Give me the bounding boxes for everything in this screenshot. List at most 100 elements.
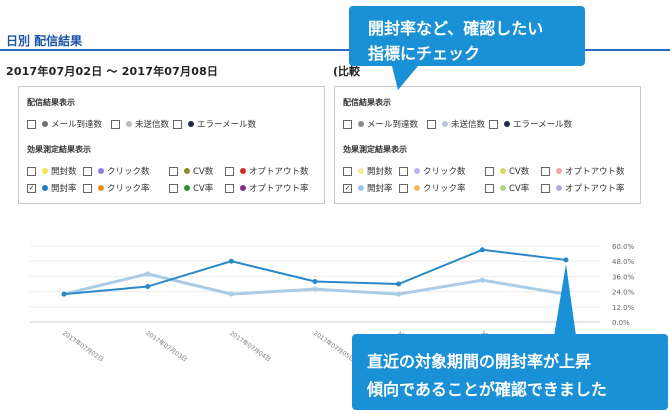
series-color-dot	[184, 185, 190, 191]
option-label: オプトアウト率	[249, 184, 309, 194]
option-label: エラーメール数	[513, 120, 573, 130]
option-checkbox[interactable]	[83, 183, 92, 193]
data-point[interactable]	[145, 284, 151, 290]
left-options-panel: 配信結果表示 メール到達数 未送信数 エラーメール数 効果測定結果表示 開封数 クリッ…	[18, 86, 325, 204]
delivery-header: 配信結果表示	[27, 98, 75, 107]
data-point[interactable]	[563, 257, 569, 263]
option-checkbox[interactable]	[169, 166, 178, 176]
series-color-dot	[358, 185, 364, 191]
series-color-dot	[358, 121, 364, 127]
effect-header: 効果測定結果表示	[343, 145, 407, 154]
series-color-dot	[500, 185, 506, 191]
option-3[interactable]: CV数	[485, 165, 529, 177]
option-checkbox[interactable]	[169, 183, 178, 193]
option-checkbox[interactable]	[489, 119, 498, 129]
option-3[interactable]: CV率	[169, 182, 213, 194]
data-point[interactable]	[396, 281, 402, 287]
bottom-callout: 直近の対象期間の開封率が上昇 傾向であることが確認できました	[352, 334, 668, 410]
y-tick-label: 12.0%	[612, 304, 635, 312]
series-color-dot	[240, 168, 246, 174]
option-label: 未送信数	[451, 120, 486, 130]
option-checkbox[interactable]	[399, 166, 408, 176]
option-2[interactable]: 未送信数	[427, 118, 485, 130]
option-checkbox[interactable]	[485, 183, 494, 193]
effect-header: 効果測定結果表示	[27, 145, 91, 154]
series-color-dot	[240, 185, 246, 191]
series-color-dot	[42, 168, 48, 174]
data-point[interactable]	[312, 286, 318, 292]
option-checkbox[interactable]	[343, 166, 352, 176]
x-tick-label: 2017年07月02日	[61, 329, 105, 363]
compare-label: (比較	[333, 65, 361, 78]
option-label: CV率	[509, 184, 530, 194]
option-label: CV数	[509, 167, 530, 177]
x-tick-label: 2017年07月03日	[145, 329, 189, 363]
option-2[interactable]: 未送信数	[111, 118, 169, 130]
option-1[interactable]: ✓ 開封率	[343, 182, 393, 194]
option-label: エラーメール数	[197, 120, 257, 130]
top-callout-line2: 指標にチェック	[368, 44, 481, 63]
series-color-dot	[504, 121, 510, 127]
option-4[interactable]: オプトアウト率	[541, 182, 625, 194]
option-checkbox[interactable]	[173, 119, 182, 129]
option-checkbox[interactable]	[343, 119, 352, 129]
series-color-dot	[414, 168, 420, 174]
option-checkbox[interactable]	[27, 119, 36, 129]
option-1[interactable]: 開封数	[343, 165, 393, 177]
option-2[interactable]: クリック数	[399, 165, 466, 177]
data-point[interactable]	[396, 291, 402, 297]
series-color-dot	[42, 121, 48, 127]
data-point[interactable]	[228, 291, 234, 297]
option-checkbox[interactable]	[225, 166, 234, 176]
data-point[interactable]	[145, 271, 151, 277]
data-point[interactable]	[479, 247, 485, 253]
y-tick-label: 60.0%	[612, 243, 635, 251]
option-1[interactable]: 開封数	[27, 165, 77, 177]
option-2[interactable]: クリック率	[83, 182, 150, 194]
data-point[interactable]	[563, 291, 569, 297]
option-label: 未送信数	[135, 120, 170, 130]
option-3[interactable]: CV率	[485, 182, 529, 194]
bottom-callout-line2: 傾向であることが確認できました	[367, 380, 607, 399]
option-1[interactable]: メール到達数	[27, 118, 102, 130]
option-1[interactable]: メール到達数	[343, 118, 418, 130]
option-1[interactable]: ✓ 開封率	[27, 182, 77, 194]
option-2[interactable]: クリック率	[399, 182, 466, 194]
option-label: オプトアウト率	[565, 184, 625, 194]
option-2[interactable]: クリック数	[83, 165, 150, 177]
option-checkbox[interactable]	[83, 166, 92, 176]
x-tick-label: 2017年07月05日	[312, 329, 356, 363]
option-4[interactable]: オプトアウト数	[225, 165, 309, 177]
data-point[interactable]	[312, 278, 318, 284]
option-checkbox[interactable]	[541, 166, 550, 176]
series-color-dot	[556, 185, 562, 191]
data-point[interactable]	[228, 258, 234, 264]
option-3[interactable]: エラーメール数	[173, 118, 256, 130]
y-tick-label: 24.0%	[612, 289, 635, 297]
option-checkbox[interactable]	[541, 183, 550, 193]
series-color-dot	[414, 185, 420, 191]
series-color-dot	[500, 168, 506, 174]
option-checkbox[interactable]	[399, 183, 408, 193]
option-4[interactable]: オプトアウト率	[225, 182, 309, 194]
series-color-dot	[98, 185, 104, 191]
option-checkbox[interactable]	[27, 166, 36, 176]
option-3[interactable]: エラーメール数	[489, 118, 572, 130]
option-checkbox[interactable]: ✓	[343, 183, 352, 193]
series-color-dot	[556, 168, 562, 174]
top-callout-line1: 開封率など、確認したい	[368, 19, 544, 38]
option-checkbox[interactable]: ✓	[27, 183, 36, 193]
option-checkbox[interactable]	[485, 166, 494, 176]
option-checkbox[interactable]	[225, 183, 234, 193]
option-3[interactable]: CV数	[169, 165, 213, 177]
option-label: クリック率	[423, 184, 466, 194]
option-label: 開封数	[367, 167, 393, 177]
bottom-callout-line1: 直近の対象期間の開封率が上昇	[367, 352, 592, 371]
top-callout: 開封率など、確認したい 指標にチェック	[349, 6, 585, 66]
option-checkbox[interactable]	[111, 119, 120, 129]
option-label: クリック数	[107, 167, 150, 177]
option-checkbox[interactable]	[427, 119, 436, 129]
option-4[interactable]: オプトアウト数	[541, 165, 625, 177]
data-point[interactable]	[61, 291, 67, 297]
data-point[interactable]	[479, 277, 485, 283]
